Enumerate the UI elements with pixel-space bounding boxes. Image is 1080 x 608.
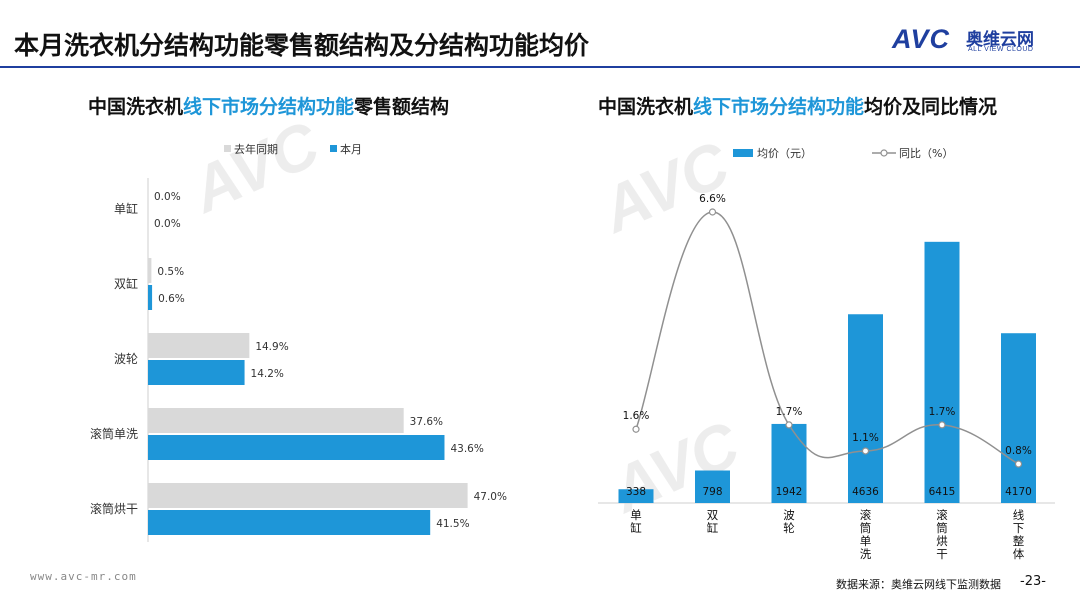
yoy-value-label: 0.8% [1005, 445, 1032, 457]
logo-name-cn: 奥维云网 [966, 30, 1034, 50]
bar-price [695, 470, 730, 503]
yoy-value-label: 1.1% [852, 432, 879, 444]
footer-page-number: -23- [1020, 574, 1046, 589]
title-rule [0, 66, 1080, 68]
category-label: 单缸 [630, 508, 642, 535]
data-label: 14.2% [251, 368, 284, 380]
category-label: 双缸 [114, 276, 138, 291]
category-label: 滚筒烘干 [90, 501, 138, 516]
legend-swatch-last-year [224, 145, 231, 152]
data-label: 0.0% [154, 218, 181, 230]
footer-url: www.avc-mr.com [30, 570, 137, 583]
legend-swatch-current [330, 145, 337, 152]
data-label: 14.9% [255, 341, 288, 353]
bar-last-year [148, 258, 152, 283]
yoy-line [635, 211, 1019, 465]
legend-swatch-price [733, 149, 753, 157]
legend-label: 去年同期 [234, 142, 278, 156]
bar-price [924, 241, 960, 503]
page-title: 本月洗衣机分结构功能零售额结构及分结构功能均价 [14, 31, 590, 60]
logo-name-en: ALL VIEW CLOUD [968, 46, 1034, 53]
data-label: 41.5% [436, 518, 469, 530]
bar-last-year [148, 333, 250, 358]
bar-price [771, 423, 807, 503]
avc-logo: AVC 奥维云网 ALL VIEW CLOUD [892, 24, 1062, 60]
category-label: 单缸 [114, 201, 138, 216]
left-title-part-1: 中国洗衣机 [88, 96, 184, 118]
bar-current [148, 360, 245, 385]
bar-last-year [148, 408, 404, 433]
data-label: 43.6% [450, 443, 483, 455]
category-label: 滚筒单洗 [860, 508, 872, 561]
category-label: 滚筒烘干 [936, 508, 948, 561]
bar-price [1001, 333, 1036, 503]
yoy-point [938, 421, 946, 429]
legend-label: 本月 [340, 142, 362, 156]
category-label: 双缸 [707, 508, 719, 535]
yoy-value-label: 1.7% [929, 406, 956, 418]
right-chart-title: 中国洗衣机线下市场分结构功能均价及同比情况 [598, 92, 997, 119]
bar-value-label: 1942 [776, 486, 803, 498]
left-title-part-3: 零售额结构 [354, 96, 450, 118]
right-title-part-1: 中国洗衣机 [598, 96, 694, 118]
legend-marker-yoy [880, 149, 888, 157]
yoy-point [1014, 460, 1023, 468]
footer-source: 数据来源：奥维云网线下监测数据 [836, 578, 1001, 591]
yoy-point [708, 208, 717, 216]
bar-current [148, 285, 153, 310]
yoy-value-label: 1.7% [776, 406, 803, 418]
bar-value-label: 338 [626, 486, 646, 498]
bar-price [618, 489, 654, 503]
legend-label: 均价（元） [757, 147, 812, 160]
bar-last-year [148, 483, 468, 508]
yoy-point [861, 447, 870, 455]
bar-value-label: 4170 [1005, 486, 1032, 498]
right-title-part-3: 均价及同比情况 [864, 96, 998, 118]
right-title-part-2: 线下市场分结构功能 [693, 96, 865, 118]
data-label: 0.5% [157, 266, 184, 278]
category-label: 波轮 [114, 352, 138, 366]
left-title-part-2: 线下市场分结构功能 [183, 96, 355, 118]
category-label: 波轮 [783, 508, 795, 535]
bar-current [148, 510, 431, 535]
yoy-point [632, 425, 640, 433]
legend-label: 同比（%） [899, 147, 953, 160]
category-label: 滚筒单洗 [90, 426, 138, 441]
yoy-point [785, 421, 793, 429]
bar-value-label: 4636 [852, 486, 879, 498]
left-chart-title: 中国洗衣机线下市场分结构功能零售额结构 [88, 92, 449, 119]
logo-mark: AVC [892, 24, 951, 54]
bar-value-label: 798 [702, 486, 722, 498]
yoy-value-label: 6.6% [699, 193, 726, 205]
category-label: 线下整体 [1013, 508, 1025, 561]
data-label: 47.0% [474, 491, 507, 503]
data-label: 0.6% [158, 293, 185, 305]
bar-value-label: 6415 [929, 486, 956, 498]
bar-current [148, 435, 445, 460]
data-label: 0.0% [154, 191, 181, 203]
data-label: 37.6% [410, 416, 443, 428]
bar-price [848, 314, 883, 503]
yoy-value-label: 1.6% [623, 410, 650, 422]
